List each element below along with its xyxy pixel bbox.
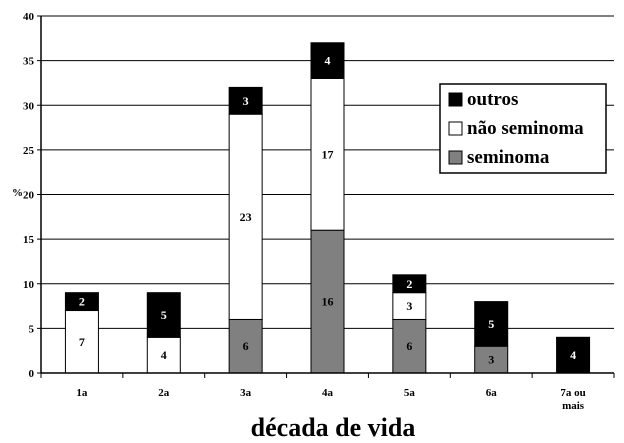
data-label: 5 [161,308,167,322]
x-tick-label: 7a ou [560,387,585,399]
y-tick-label: 0 [29,368,35,380]
legend-label: seminoma [467,147,550,168]
data-label: 2 [79,295,85,309]
legend-swatch [448,92,463,107]
y-tick-labels: 0 5 10 15 20 25 30 35 40 [23,11,35,380]
data-label: 7 [79,335,85,349]
data-label: 3 [406,299,412,313]
bar-segment [474,301,509,347]
y-tick-label: 30 [23,100,35,112]
bar-segment [392,292,427,320]
y-tick-label: 35 [23,56,35,68]
data-label: 4 [570,348,576,362]
axes [37,15,615,378]
legend-frame [439,83,607,174]
y-tick-label: 15 [23,234,35,246]
data-label: 3 [243,94,249,108]
x-axis-label: década de vida [251,413,416,442]
bar-segment [474,345,509,374]
bar-segment [228,113,263,320]
bar-segment [392,318,427,374]
bar-segment [228,86,263,115]
bar-segment [310,42,345,79]
y-tick-label: 40 [23,11,35,23]
data-label: 6 [406,339,412,353]
y-tick-label: 25 [23,145,35,157]
x-tick-label: 2a [158,387,170,399]
x-tick-label: 4a [322,387,334,399]
legend: outros não seminoma seminoma [439,83,607,174]
data-label: 23 [240,210,252,224]
legend-swatch [448,121,463,136]
data-label: 16 [322,295,334,309]
x-tick-label: 1a [76,387,88,399]
data-label: 4 [325,54,331,68]
data-label: 17 [322,147,334,161]
x-tick-label: 6a [486,387,498,399]
data-label: 4 [161,348,167,362]
bar-segment [64,292,99,312]
bar-segment [228,318,263,374]
legend-label: não seminoma [467,118,584,139]
data-label: 3 [488,353,494,367]
x-tick-label: 3a [240,387,252,399]
data-label: 6 [243,339,249,353]
bar-segment [64,310,99,374]
legend-swatch [448,150,463,165]
x-tick-label: 5a [404,387,416,399]
y-tick-label: 5 [29,323,35,335]
y-tick-label: 20 [23,190,35,202]
data-label: 5 [488,317,494,331]
y-tick-label: 10 [23,279,35,291]
bar-segment [146,292,181,338]
x-tick-label: mais [562,400,585,412]
legend-label: outros [467,89,518,110]
y-axis-label: % [12,187,23,199]
bar-segment [392,274,427,294]
data-label: 2 [406,277,412,291]
